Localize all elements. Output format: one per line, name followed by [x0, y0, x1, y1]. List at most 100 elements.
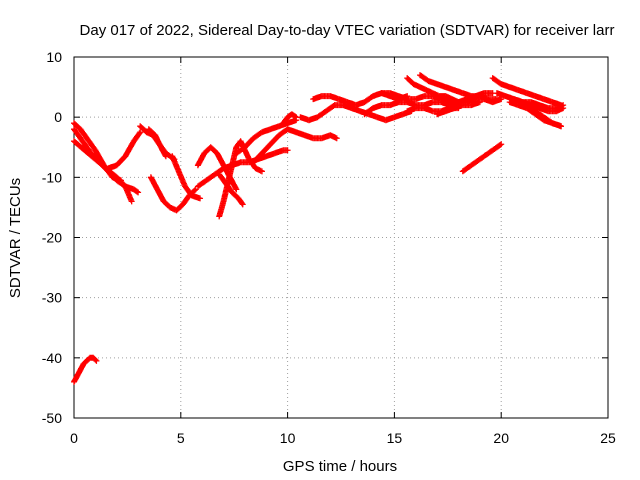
data-point	[93, 357, 100, 364]
data-point-run	[83, 135, 98, 153]
series-arc-4	[105, 129, 144, 172]
data-point-run	[229, 189, 241, 201]
data-point	[117, 177, 124, 184]
x-tick-label: 20	[493, 430, 509, 446]
series-arc-6	[145, 126, 178, 163]
data-point	[258, 168, 265, 175]
y-axis-label: SDTVAR / TECUs	[7, 178, 24, 298]
data-point	[137, 129, 144, 136]
data-marks	[71, 72, 567, 385]
series-arc-24	[459, 141, 505, 175]
data-point	[498, 141, 505, 148]
axis-ticks: 0 5 10 15 20 25 -50 -40 -30 -20 -10 0 10	[42, 49, 616, 446]
data-point-run	[175, 168, 188, 188]
y-tick-label: 10	[46, 49, 62, 65]
y-tick-label: -20	[42, 230, 62, 246]
data-point-run	[77, 126, 89, 141]
data-point-run	[81, 147, 98, 162]
series-arc-12	[216, 171, 246, 208]
y-tick-label: -50	[42, 410, 62, 426]
data-point-run	[160, 198, 173, 210]
data-point-run	[280, 115, 290, 127]
data-point-run	[241, 136, 256, 151]
x-axis-label: GPS time / hours	[283, 458, 397, 475]
data-point-run	[314, 109, 328, 121]
series-arc-1	[71, 126, 142, 196]
data-point-run	[233, 145, 247, 157]
series-arc-25	[489, 75, 565, 109]
data-point-run	[489, 75, 503, 87]
x-tick-label: 0	[70, 430, 78, 446]
data-point-run	[130, 130, 143, 145]
data-point-run	[194, 178, 209, 190]
data-point-run	[71, 120, 83, 132]
y-tick-label: -30	[42, 290, 62, 306]
data-point	[128, 198, 135, 205]
data-point-run	[323, 103, 337, 115]
data-point-run	[173, 202, 185, 214]
data-point-run	[80, 358, 89, 367]
y-tick-label: -40	[42, 350, 62, 366]
series-arc-19	[378, 90, 496, 106]
data-point-run	[194, 151, 207, 169]
x-tick-label: 25	[600, 430, 616, 446]
data-point-run	[92, 147, 107, 167]
data-point-run	[259, 142, 273, 157]
data-point	[239, 201, 246, 208]
data-point-run	[214, 150, 226, 168]
data-point	[493, 96, 500, 103]
data-point-run	[216, 199, 227, 220]
data-point-run	[71, 138, 87, 153]
data-point-run	[154, 186, 167, 204]
data-point-run	[361, 106, 375, 118]
y-tick-label: -10	[42, 169, 62, 185]
y-tick-label: 0	[54, 109, 62, 125]
data-point-run	[250, 151, 264, 166]
data-point	[558, 123, 565, 130]
data-point-run	[83, 355, 92, 364]
series-arc-7	[147, 174, 199, 214]
series-arc-28	[511, 96, 567, 115]
data-point-run	[147, 174, 160, 192]
series-arc-13	[233, 117, 300, 157]
data-point-run	[207, 144, 219, 156]
data-point-run	[288, 111, 299, 120]
x-tick-label: 5	[177, 430, 185, 446]
series-arc-20	[404, 75, 462, 106]
x-tick-label: 10	[280, 430, 296, 446]
data-point-run	[156, 141, 168, 156]
data-point-run	[267, 133, 282, 148]
series-arc-8	[169, 153, 204, 202]
data-point-run	[235, 195, 245, 207]
data-point-run	[540, 114, 555, 126]
data-point-run	[71, 126, 85, 143]
series-arc-2	[71, 138, 135, 205]
series-arc-11	[216, 138, 265, 220]
data-point-run	[216, 171, 228, 186]
chart-title: Day 017 of 2022, Sidereal Day-to-day VTE…	[80, 22, 615, 39]
data-point	[233, 186, 240, 193]
data-point-run	[404, 75, 416, 87]
series-arc-21	[417, 72, 500, 103]
data-point-run	[145, 126, 158, 138]
data-point-run	[493, 142, 504, 151]
data-point-run	[182, 183, 194, 198]
data-point-run	[137, 123, 149, 135]
data-point-run	[250, 130, 264, 142]
data-point	[197, 195, 204, 202]
data-point-run	[361, 94, 375, 106]
data-point-run	[179, 193, 192, 208]
series-arc-29	[523, 102, 565, 130]
data-point	[284, 147, 291, 154]
data-point	[333, 135, 340, 142]
data-point-run	[113, 154, 128, 169]
series-arc-30	[71, 354, 100, 385]
series-arc-14	[250, 126, 340, 166]
data-point-run	[523, 102, 538, 114]
data-point	[560, 105, 567, 112]
data-point	[135, 189, 142, 196]
data-point-run	[203, 172, 217, 184]
data-point-run	[90, 354, 99, 363]
